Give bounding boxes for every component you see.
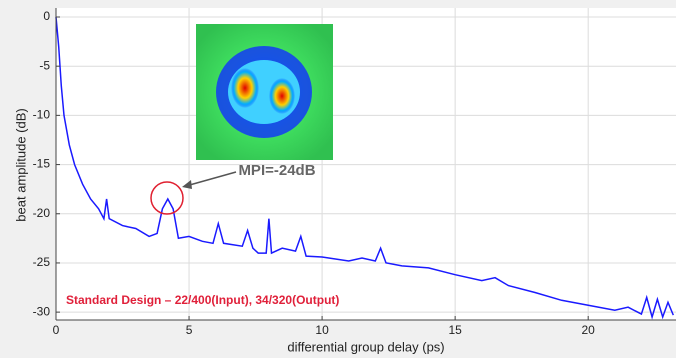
y-axis-label: beat amplitude (dB): [13, 108, 28, 221]
y-tick-label: -15: [33, 157, 51, 171]
heatmap-lobe: [269, 78, 295, 114]
x-axis-label: differential group delay (ps): [287, 339, 444, 354]
annotation: MPI=-24dB: [238, 162, 315, 179]
y-tick-label: -10: [33, 108, 51, 122]
y-tick-label: -20: [33, 206, 51, 220]
x-tick-label: 10: [315, 323, 329, 337]
inset-image: [196, 24, 333, 160]
x-tick-label: 20: [582, 323, 596, 337]
annotation: Standard Design – 22/400(Input), 34/320(…: [66, 293, 339, 307]
x-tick-label: 5: [186, 323, 193, 337]
y-tick-label: 0: [43, 9, 50, 23]
y-tick-label: -25: [33, 255, 51, 269]
chart: MPI=-24dB Standard Design – 22/400(Input…: [0, 0, 676, 358]
x-tick-label: 15: [448, 323, 462, 337]
y-tick-label: -5: [39, 58, 50, 72]
y-tick-label: -30: [33, 304, 51, 318]
plot-area: [56, 8, 676, 320]
heatmap-lobe: [231, 68, 259, 108]
x-tick-label: 0: [53, 323, 60, 337]
